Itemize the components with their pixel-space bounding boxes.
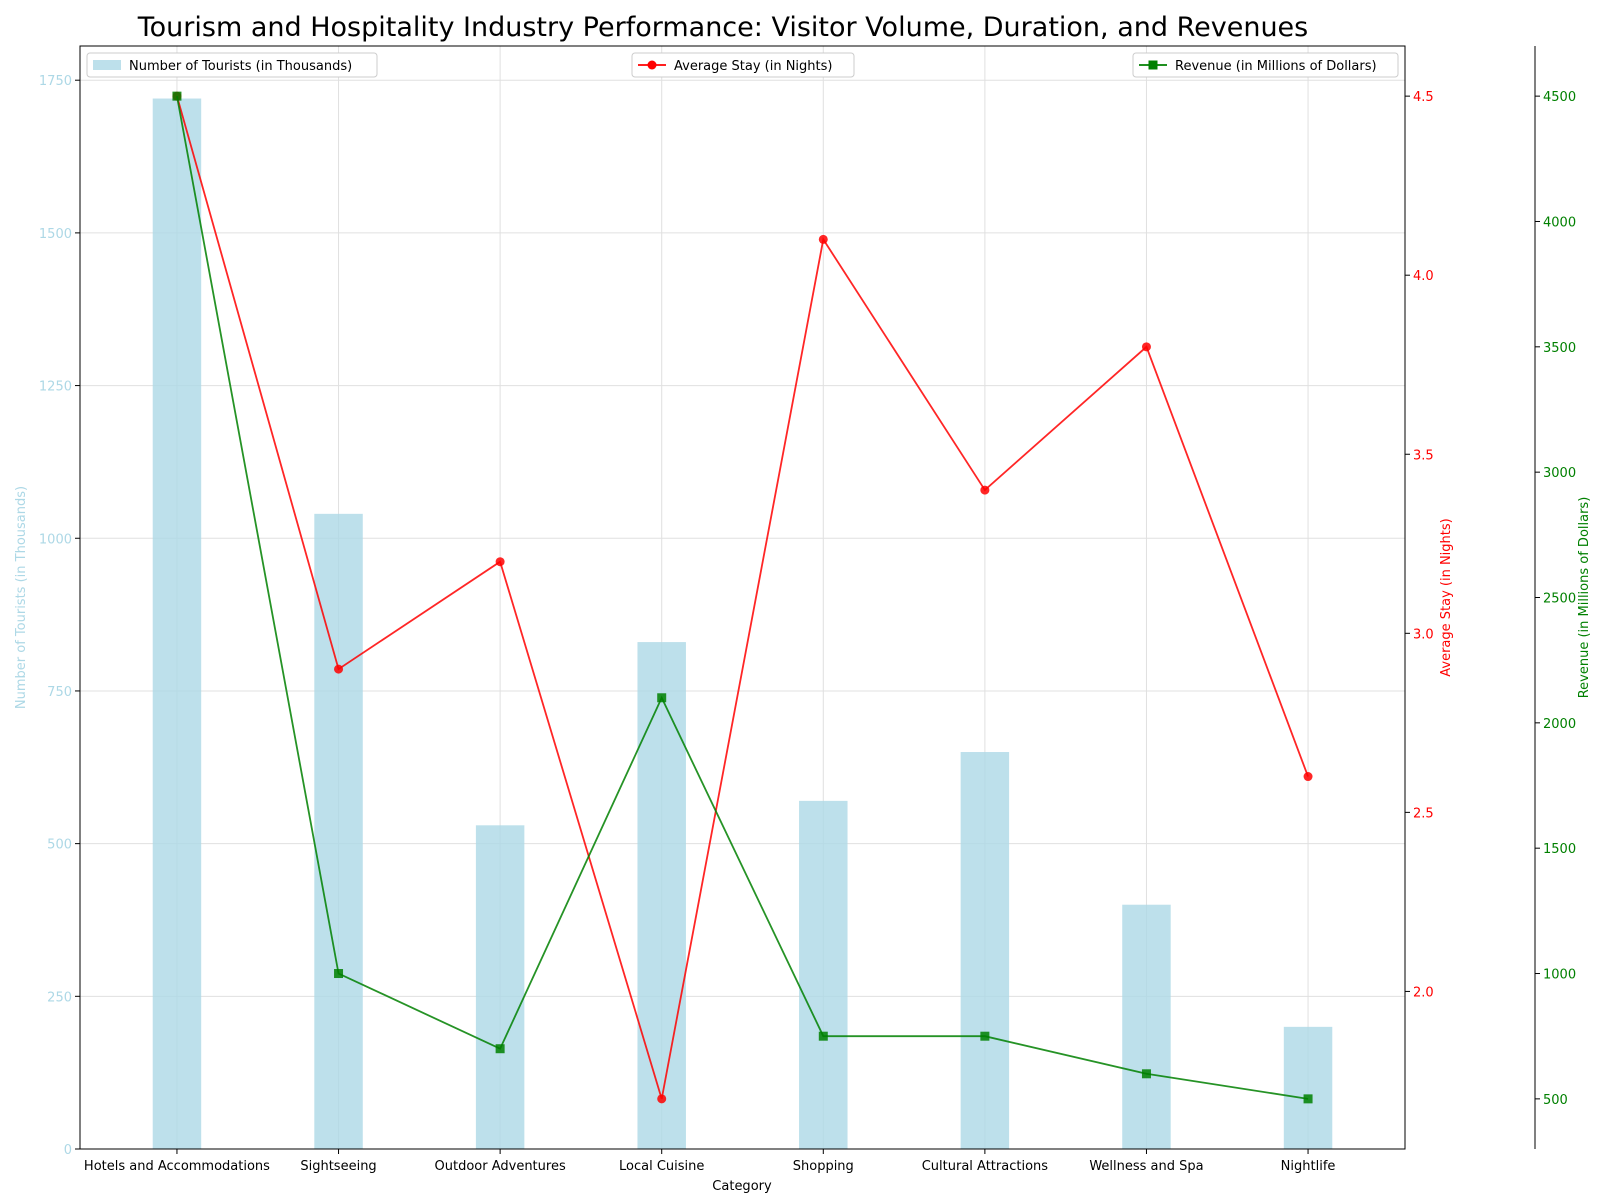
bar-series [152,98,1333,1150]
x-tick-label: Shopping [793,1159,854,1174]
legend-box [631,52,855,78]
far-right-tick-label: 4000 [1543,215,1576,230]
right-tick-label: 4.0 [1413,269,1434,284]
x-tick-label: Hotels and Accommodations [84,1159,270,1174]
series-line [176,95,1309,1100]
point-revenue [1303,1094,1313,1104]
left-tick-label: 250 [47,990,72,1005]
left-tick-label: 0 [64,1143,72,1158]
bar [475,825,525,1149]
line-series [172,91,1313,1104]
bar [637,642,686,1149]
left-tick-label: 500 [47,838,72,853]
bar [799,800,848,1149]
point-average-stay [1141,342,1151,352]
point-revenue [818,1031,828,1041]
grid [80,46,1405,1150]
x-tick-label: Cultural Attractions [922,1159,1049,1174]
right-tick-label: 4.5 [1413,90,1434,105]
far-right-tick-label: 4500 [1543,90,1576,105]
point-average-stay [334,664,344,674]
left-tick-label: 1250 [39,380,72,395]
legend-label: Average Stay (in Nights) [674,59,832,74]
far-right-tick-label: 1500 [1543,842,1576,857]
right-tick-label: 2.0 [1413,985,1434,1000]
legend-marker [1148,60,1158,70]
x-tick-label: Wellness and Spa [1089,1159,1203,1174]
far-right-tick-label: 2500 [1543,592,1576,607]
far-right-tick-label: 3500 [1543,341,1576,356]
legend-label: Revenue (in Millions of Dollars) [1175,59,1377,74]
far-right-tick-label: 1000 [1543,968,1576,983]
left-tick-label: 1750 [39,74,72,89]
far-right-axis-label: Revenue (in Millions of Dollars) [1577,497,1592,699]
right-tick-label: 3.0 [1413,627,1434,642]
plot-frame [79,45,1406,1150]
legend-box [1132,52,1399,78]
x-tick-label: Local Cuisine [619,1159,704,1174]
axes: 0 250 500 750 1000 1250 1500 1750 Number of Tour… [14,46,1592,1174]
point-average-stay [1303,772,1313,782]
legend-box [86,52,378,78]
point-revenue [495,1044,505,1054]
left-tick-label: 1000 [39,532,72,547]
left-axis-label: Number of Tourists (in Thousands) [14,486,29,709]
legend-swatch [93,60,121,70]
far-right-tick-label: 3000 [1543,466,1576,481]
x-tick-label: Sightseeing [300,1159,376,1174]
point-average-stay [980,485,990,495]
point-revenue [980,1031,990,1041]
x-tick-label: Outdoor Adventures [435,1159,566,1174]
bar [1122,904,1171,1149]
left-tick-label: 1500 [39,227,72,242]
point-average-stay [495,557,505,567]
point-average-stay [657,1094,667,1104]
legend-marker [647,60,657,70]
right-axis-label: Average Stay (in Nights) [1439,518,1454,676]
legend-label: Number of Tourists (in Thousands) [129,59,352,74]
legends: Number of Tourists (in Thousands) Average… [86,52,1399,78]
right-tick-label: 2.5 [1413,806,1434,821]
right-tick-label: 3.5 [1413,448,1434,463]
bar [314,513,363,1149]
chart-title: Tourism and Hospitality Industry Perform… [137,12,1308,43]
bar [1283,1026,1333,1149]
far-right-tick-label: 500 [1543,1093,1568,1108]
bar [152,98,202,1150]
point-revenue [334,969,344,979]
far-right-tick-label: 2000 [1543,717,1576,732]
point-revenue [657,693,667,703]
x-tick-label: Nightlife [1281,1159,1336,1174]
bar [960,752,1010,1149]
point-revenue [172,91,182,101]
left-tick-label: 750 [47,685,72,700]
series-line [176,95,1309,1100]
point-revenue [1141,1069,1151,1079]
x-axis-label: Category [712,1179,772,1194]
point-average-stay [818,234,828,244]
